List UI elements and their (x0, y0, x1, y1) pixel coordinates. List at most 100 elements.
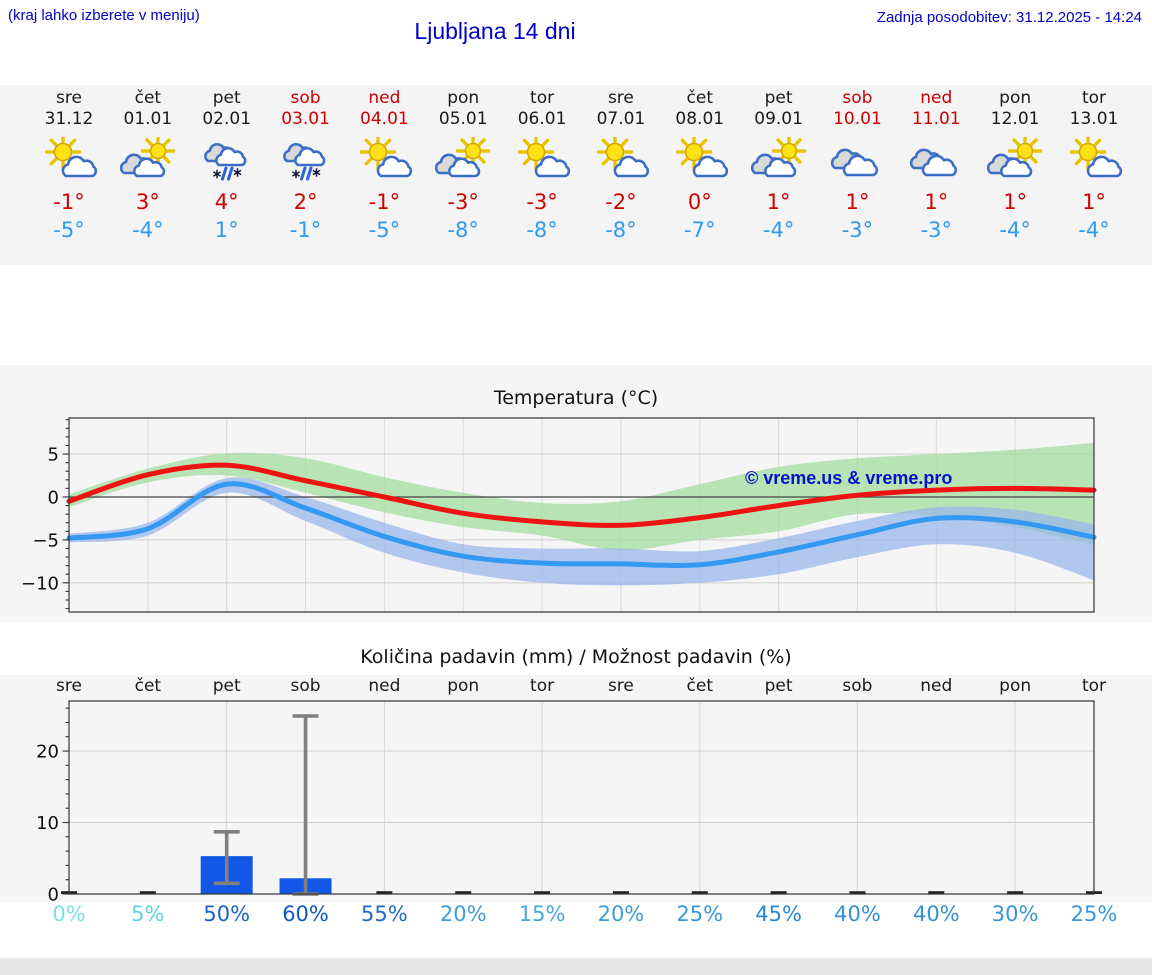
precip-day-label: sre (56, 676, 82, 696)
precip-day-label: pon (447, 676, 480, 696)
weather-icon-slot (1052, 133, 1136, 181)
day-column: sre 07.01 -2° -8° (579, 88, 663, 243)
watermark: © vreme.us & vreme.pro (745, 468, 952, 488)
day-date: 01.01 (123, 109, 173, 129)
weather-icon-slot (264, 137, 348, 181)
day-column: tor 13.01 1° -4° (1052, 88, 1136, 243)
zero-precip-mark (455, 891, 472, 894)
cloud-sun-icon (119, 133, 176, 178)
tmax-value: 0° (687, 190, 712, 214)
day-column: čet 01.01 3° -4° (106, 88, 190, 243)
sun-disc (780, 142, 797, 160)
sun-disc (526, 142, 546, 162)
precip-day-label: pon (999, 676, 1032, 696)
day-name: tor (1081, 88, 1107, 108)
tmin-value: -8° (605, 218, 637, 242)
tmax-value: -1° (368, 190, 401, 214)
y-tick-label: 5 (48, 445, 59, 466)
day-column: ned 11.01 1° -3° (894, 88, 978, 243)
precip-day-label: čet (134, 676, 162, 696)
sun-disc (464, 142, 482, 160)
precip-probability: 45% (755, 902, 802, 926)
day-name: pon (999, 88, 1032, 108)
day-date: 07.01 (596, 109, 646, 129)
cloud-shape (843, 154, 879, 177)
zero-precip-mark (770, 891, 787, 894)
day-name: ned (920, 88, 953, 108)
cloud-shape (132, 157, 166, 178)
cloud-sun-icon (750, 133, 806, 178)
day-name: tor (530, 88, 555, 108)
day-column: čet 08.01 0° -7° (658, 88, 742, 243)
precip-probability: 0% (52, 902, 86, 926)
sun-disc (684, 142, 704, 162)
weather-icon-slot (27, 133, 111, 181)
sun-cloud-icon (517, 133, 571, 178)
uncertainty-band (69, 442, 1094, 551)
zero-precip-mark (1007, 891, 1024, 894)
tmax-value: 1° (766, 190, 791, 214)
cloud-shape (377, 155, 413, 178)
temperature-chart-title: Temperatura (°C) (493, 387, 659, 409)
tmin-value: -8° (447, 218, 479, 242)
clouds-icon (910, 148, 958, 177)
sleet-streaks (220, 166, 234, 181)
precip-day-label: ned (368, 676, 401, 696)
precip-day-label: sre (607, 676, 634, 696)
precipitation-section-background (0, 675, 1152, 902)
precip-probability: 55% (361, 902, 408, 926)
day-date: 09.01 (754, 109, 803, 129)
tmax-value: -3° (526, 190, 558, 214)
weather-icon-slot (737, 133, 821, 181)
clouds-icon (831, 148, 879, 177)
zero-precip-mark (928, 891, 945, 894)
bottom-strip (0, 958, 1152, 975)
day-date: 03.01 (281, 109, 330, 129)
precip-day-label: sob (290, 676, 321, 696)
precipitation-chart-title: Količina padavin (mm) / Možnost padavin … (360, 646, 792, 668)
tmin-value: -7° (684, 218, 716, 242)
day-name: pet (764, 88, 793, 108)
tmin-value: -4° (132, 218, 164, 242)
precip-day-label: pet (764, 676, 793, 696)
tmin-value: -4° (762, 218, 795, 242)
day-column: tor 06.01 -3° -8° (500, 88, 584, 243)
precip-probability: 20% (439, 902, 487, 926)
precip-day-label: sob (842, 676, 873, 696)
uncertainty-band (69, 477, 1094, 586)
precipitation-chart: 0 10 20 (36, 700, 1102, 902)
tmax-value: 1° (1082, 190, 1106, 214)
precip-probability: 20% (597, 902, 645, 926)
day-column: pon 12.01 1° -4° (973, 88, 1057, 243)
sun-disc (1016, 142, 1034, 160)
day-name: pon (447, 88, 480, 108)
temperature-chart: 5 0 −5 −10 © vreme.us & vreme.pro (21, 417, 1097, 613)
zero-precip-mark (139, 891, 156, 894)
zero-precip-mark (849, 891, 866, 894)
day-name: sre (607, 88, 634, 108)
precip-day-label: ned (920, 676, 953, 696)
cloud-shape (922, 154, 958, 177)
precip-probability: 15% (518, 902, 566, 926)
cloud-shape (692, 155, 728, 178)
cloud-shape (448, 157, 481, 178)
tmin-value: -5° (53, 218, 85, 242)
precip-probability: 50% (203, 902, 251, 926)
day-name: sob (842, 88, 873, 108)
sun-disc (369, 142, 388, 162)
tmin-value: -3° (841, 218, 874, 242)
tmin-value: -4° (1078, 218, 1110, 242)
precip-probability: 25% (676, 902, 724, 926)
day-column: sob 03.01 2° -1° (264, 88, 348, 243)
tmax-value: -2° (605, 190, 637, 214)
cloud-shape (534, 155, 571, 178)
cloud-shape (293, 146, 325, 167)
y-tick-label: −5 (32, 530, 59, 551)
weather-icon-slot (342, 133, 426, 181)
weather-icon-slot (421, 133, 505, 181)
sun-disc (53, 142, 73, 162)
day-date: 06.01 (517, 109, 567, 129)
cloud-shape (214, 146, 247, 167)
day-date: 02.01 (202, 109, 252, 129)
tmax-value: 3° (135, 190, 160, 214)
